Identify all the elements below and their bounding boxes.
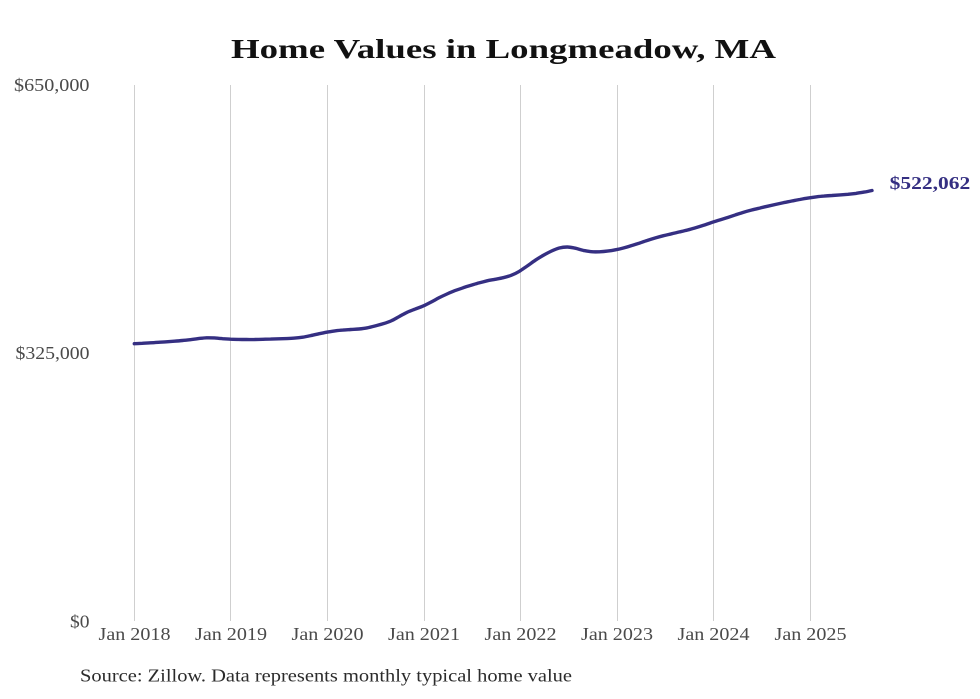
svg-text:Jan 2020: Jan 2020 — [292, 624, 364, 644]
svg-text:$325,000: $325,000 — [16, 343, 90, 363]
svg-text:Jan 2018: Jan 2018 — [99, 624, 171, 644]
svg-text:Jan 2025: Jan 2025 — [775, 624, 847, 644]
svg-text:Source: Zillow. Data represent: Source: Zillow. Data represents monthly … — [80, 665, 572, 685]
svg-text:Jan 2019: Jan 2019 — [195, 624, 267, 644]
svg-text:Jan 2022: Jan 2022 — [485, 624, 557, 644]
svg-text:Jan 2023: Jan 2023 — [581, 624, 653, 644]
svg-text:Home Values in Longmeadow, MA: Home Values in Longmeadow, MA — [231, 34, 777, 64]
svg-text:$0: $0 — [70, 612, 90, 632]
svg-text:Jan 2021: Jan 2021 — [388, 624, 460, 644]
svg-text:$522,062: $522,062 — [890, 173, 971, 193]
svg-text:Jan 2024: Jan 2024 — [678, 624, 750, 644]
svg-text:$650,000: $650,000 — [14, 75, 90, 95]
